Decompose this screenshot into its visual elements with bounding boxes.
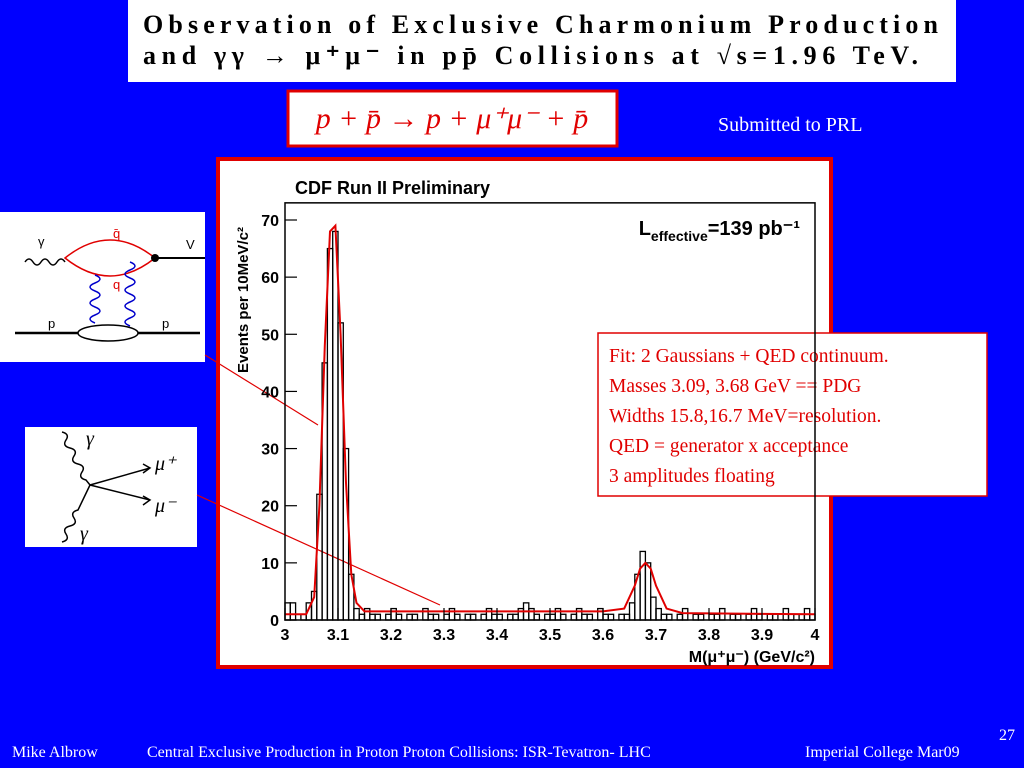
x-tick-label: 3 [281,627,290,644]
photon-line [61,431,91,486]
x-axis-label: M(μ⁺μ⁻) (GeV/c²) [689,649,815,666]
y-axis-label: Events per 10MeV/c² [235,227,252,373]
annotation-subscript: effective [651,228,708,244]
fit-note: QED = generator x acceptance [609,436,848,457]
x-tick-label: 3.9 [751,627,773,644]
diagram-gg [61,431,152,543]
pointer-line [204,354,319,426]
annotation-symbol: L [639,218,651,240]
diagram-label: q̄ [113,226,120,241]
x-tick-label: 3.2 [380,627,402,644]
x-tick-label: 3.6 [592,627,614,644]
x-tick-label: 3.7 [645,627,667,644]
x-tick-label: 4 [811,627,820,644]
fit-note: Masses 3.09, 3.68 GeV == PDG [609,376,861,397]
x-tick-label: 3.8 [698,627,720,644]
title-panel [128,0,956,82]
equation-box [286,89,619,148]
photon-line [24,258,66,266]
y-tick-label: 50 [261,327,279,344]
y-tick-label: 30 [261,442,279,459]
y-tick-label: 70 [261,213,279,230]
photon-line [61,484,91,543]
x-tick-label: 3.3 [433,627,455,644]
footer-author: Mike Albrow [12,744,98,761]
diagram-label: γ [80,523,89,545]
diagram-label: q [113,277,120,292]
gluon [124,261,136,327]
fit-note: Widths 15.8,16.7 MeV=resolution. [609,406,881,427]
diagram-label: V [186,237,195,252]
x-tick-label: 3.4 [486,627,508,644]
diagram-label: γ [38,234,45,249]
fit-note-box [597,332,988,497]
diagram-qq [15,239,205,342]
vertex [151,254,159,262]
y-tick-label: 0 [270,613,279,630]
y-tick-label: 20 [261,499,279,516]
diagram-label: μ⁺ [154,453,177,475]
fit-note: 3 amplitudes floating [609,466,775,487]
fit-note: Fit: 2 Gaussians + QED continuum. [609,346,889,367]
muon-line [89,463,152,486]
y-tick-label: 10 [261,556,279,573]
y-tick-label: 40 [261,384,279,401]
muon-line [89,484,152,506]
y-tick-label: 60 [261,270,279,287]
fit-curve [285,223,816,616]
pointer-line [196,494,441,606]
gluon [89,274,101,324]
diagram-label: γ [86,428,95,450]
annotation: Leffective=139 pb⁻¹ [639,218,801,244]
page-number: 27 [999,727,1015,744]
note: Submitted to PRL [718,114,862,136]
footer-venue: Imperial College Mar09 [805,744,960,761]
equation: p + p̄ → p + μ⁺μ⁻ + p̄ [314,102,589,135]
proton-blob [77,324,139,342]
chart-title: CDF Run II Preliminary [295,178,490,198]
diagram-label: p [48,316,55,331]
diagram-gg-panel [25,427,197,547]
annotation-text: =139 pb⁻¹ [708,218,801,240]
x-tick-label: 3.1 [327,627,349,644]
x-tick-label: 3.5 [539,627,561,644]
footer-talk: Central Exclusive Production in Proton P… [147,744,651,761]
diagram-label: p [162,316,169,331]
diagram-label: μ⁻ [154,495,177,517]
